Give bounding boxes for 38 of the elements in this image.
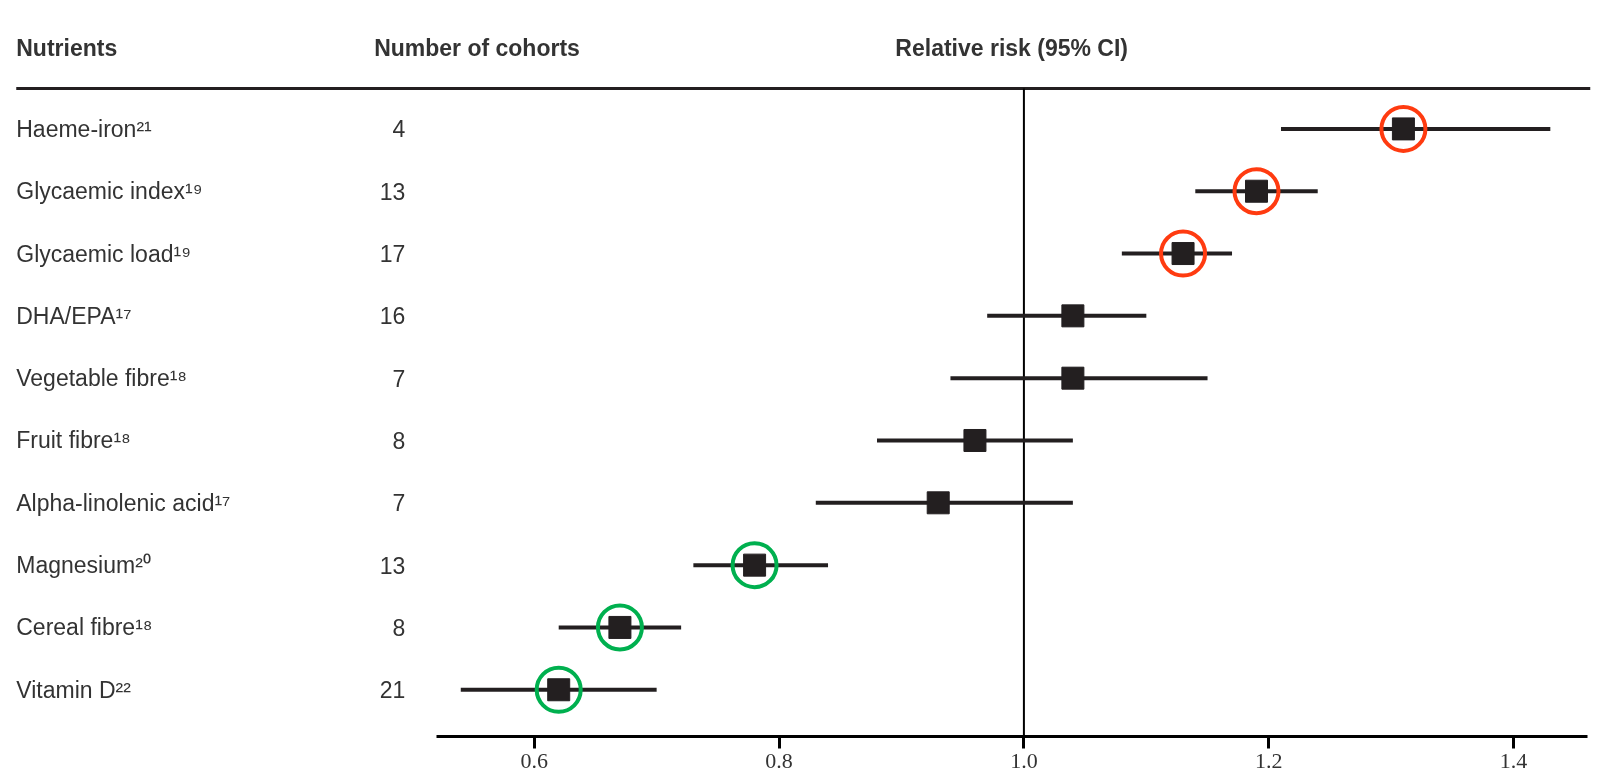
point [1061, 366, 1085, 390]
y-tick-label: Glycaemic index¹⁹ [16, 178, 203, 205]
y-tick-label: Vegetable fibre¹⁸ [16, 365, 188, 392]
y2-tick-label: 13 [379, 552, 406, 579]
y2-axis-title: Number of cohorts [374, 34, 580, 61]
y-tick-label: Vitamin D²² [16, 676, 132, 703]
y2-tick-label: 8 [392, 614, 406, 641]
y-tick-label: DHA/EPA¹⁷ [16, 302, 132, 329]
point [1379, 104, 1428, 153]
point [1061, 304, 1085, 328]
x-tick-label: 1.4 [1499, 747, 1528, 773]
x-tick-label: 1.2 [1255, 747, 1283, 773]
y-tick-label: Glycaemic load¹⁹ [16, 240, 191, 267]
y-tick-label: Cereal fibre¹⁸ [16, 614, 153, 641]
y-axis-title: Nutrients [16, 34, 118, 61]
y-tick-label: Fruit fibre¹⁸ [16, 427, 131, 454]
point [730, 541, 779, 590]
point [1232, 167, 1281, 216]
y2-tick-label: 13 [379, 178, 406, 205]
y-tick-label: Magnesium²⁰ [16, 552, 151, 579]
point [595, 603, 644, 652]
x-tick-label: 0.8 [765, 747, 793, 773]
y2-tick-label: 21 [379, 677, 406, 704]
x-tick-label: 1.0 [1010, 747, 1038, 773]
y-tick-label: Alpha-linolenic acid¹⁷ [16, 489, 231, 516]
y2-tick-label: 7 [392, 365, 406, 392]
point [963, 428, 987, 452]
y2-tick-label: 8 [392, 427, 406, 454]
point [926, 491, 950, 515]
x-tick-label: 0.6 [520, 747, 548, 773]
y2-tick-label: 17 [379, 241, 406, 268]
y-tick-label: Haeme-iron²¹ [16, 115, 153, 142]
y2-tick-label: 7 [392, 490, 406, 517]
y2-tick-label: 16 [379, 303, 406, 330]
y2-tick-label: 4 [392, 116, 406, 143]
point [1159, 229, 1208, 278]
point [534, 665, 583, 714]
x-axis-title: Relative risk (95% CI) [895, 34, 1129, 61]
